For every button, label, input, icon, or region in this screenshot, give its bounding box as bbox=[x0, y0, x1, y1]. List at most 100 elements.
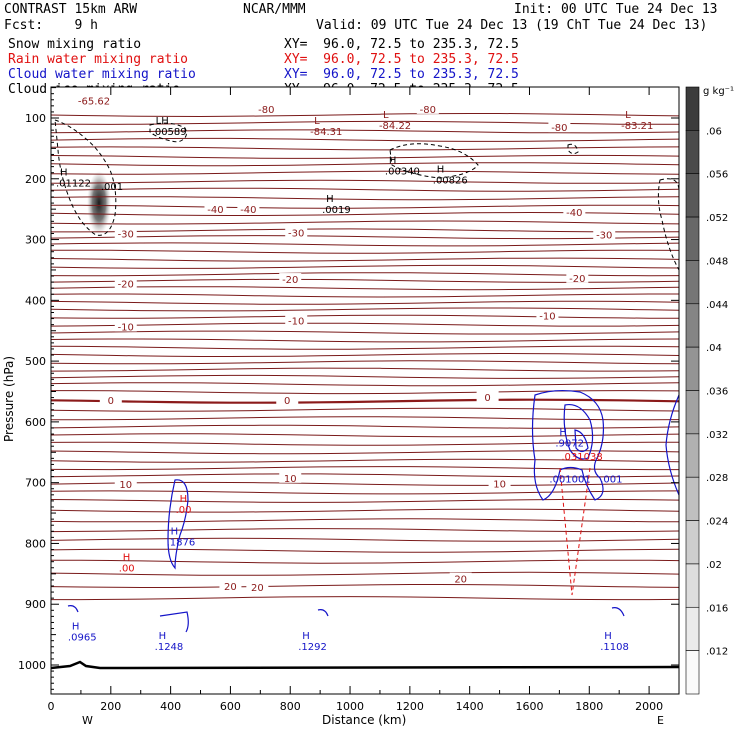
isotherm-label-bg bbox=[536, 309, 559, 321]
cloud-water-contour-east-edge bbox=[665, 394, 679, 496]
colorbar-unit: g kg⁻¹ bbox=[703, 86, 734, 97]
y-axis-label: Pressure (hPa) bbox=[2, 356, 16, 442]
y-tick-label: 800 bbox=[25, 537, 46, 550]
plot-frame bbox=[50, 86, 680, 695]
isotherm-line bbox=[51, 162, 679, 167]
isotherm-line bbox=[51, 322, 679, 327]
center-label: NCAR/MMM bbox=[243, 2, 306, 17]
colorbar-level-label: .032 bbox=[706, 430, 728, 441]
x-tick-label: 800 bbox=[280, 700, 301, 713]
isotherm-label-bg bbox=[476, 390, 499, 402]
isotherm-label: -20 bbox=[118, 279, 134, 290]
cloud-water-contour-950-a bbox=[67, 605, 79, 613]
cloud-water-contour-950-c bbox=[317, 609, 329, 617]
extremum-value: .1248 bbox=[155, 642, 184, 653]
snow-shading-maximum bbox=[87, 171, 111, 235]
field-xy-1: XY= 96.0, 72.5 to 235.3, 72.5 bbox=[284, 52, 519, 67]
isotherm-line bbox=[51, 204, 679, 209]
isotherm-label: -40 bbox=[207, 205, 223, 216]
isotherm-line bbox=[51, 345, 679, 350]
isotherm-line bbox=[51, 314, 679, 319]
isotherm-label-bg bbox=[488, 477, 511, 489]
field-xy-0: XY= 96.0, 72.5 to 235.3, 72.5 bbox=[284, 37, 519, 52]
isotherm-line bbox=[51, 441, 679, 446]
forecast-hour: Fcst: 9 h bbox=[4, 18, 98, 33]
isotherm-label-bg bbox=[246, 581, 269, 593]
extremum-value: .00826 bbox=[433, 176, 468, 187]
extremum-value: .0019 bbox=[322, 205, 351, 216]
isotherm-line bbox=[51, 490, 679, 495]
isotherm-label: 20 bbox=[251, 583, 264, 594]
colorbar-segment bbox=[685, 260, 700, 305]
isotherm-line bbox=[51, 450, 679, 455]
isotherm-label: -10 bbox=[539, 312, 555, 323]
isotherm-label-bg bbox=[285, 226, 308, 238]
cloud-water-contour-east-inner bbox=[563, 403, 594, 460]
x-tick-label: 1200 bbox=[396, 700, 424, 713]
cloud-water-contour-800 bbox=[167, 479, 189, 570]
extremum-value: -83.21 bbox=[621, 121, 653, 132]
y-tick-label: 1000 bbox=[18, 659, 46, 672]
x-axis-label: Distance (km) bbox=[322, 713, 406, 727]
isotherm-line bbox=[51, 179, 679, 184]
colorbar: .06 .056 .052 .048 .044 .04 .036 .032 .028 .024 .0… bbox=[685, 86, 728, 695]
colorbar-level-label: .04 bbox=[706, 343, 722, 354]
isotherm-line bbox=[51, 360, 679, 365]
extremum-marker: LH bbox=[156, 116, 169, 127]
east-label: E bbox=[657, 714, 664, 727]
isotherm-label-bg bbox=[276, 394, 299, 406]
isotherm-label: -30 bbox=[288, 228, 304, 239]
isotherm-label-bg bbox=[593, 228, 616, 240]
cloud-water-contours bbox=[67, 389, 679, 633]
west-label: W bbox=[82, 714, 93, 727]
isotherm-label: -20 bbox=[282, 275, 298, 286]
isotherm-line bbox=[51, 473, 679, 478]
colorbar-segment bbox=[685, 86, 700, 131]
colorbar-segment bbox=[685, 390, 700, 435]
extremum-value: .001 bbox=[101, 182, 123, 193]
isotherm-label-bg bbox=[237, 203, 260, 215]
isotherm-line bbox=[51, 154, 679, 159]
isotherm-line bbox=[51, 146, 679, 151]
isotherm-label: -80 bbox=[551, 123, 567, 134]
isotherm-line bbox=[51, 352, 679, 357]
x-tick-label: 1800 bbox=[575, 700, 603, 713]
isotherm-line bbox=[51, 571, 679, 576]
field-name-0: Snow mixing ratio bbox=[8, 37, 141, 52]
colorbar-level-label: .06 bbox=[706, 126, 722, 137]
isotherm-line bbox=[51, 528, 679, 533]
y-tick-label: 200 bbox=[25, 173, 46, 186]
colorbar-level-label: .052 bbox=[706, 213, 728, 224]
extremum-value: .01122 bbox=[56, 179, 91, 190]
isotherm-line bbox=[51, 537, 679, 542]
extremum-value: .001 bbox=[600, 475, 622, 486]
extremum-marker: H bbox=[171, 526, 179, 537]
extremum-marker: H bbox=[604, 631, 612, 642]
colorbar-level-label: .048 bbox=[706, 256, 728, 267]
isotherm-label: -30 bbox=[118, 229, 134, 240]
extremum-marker: H bbox=[389, 156, 397, 167]
extremum-value: .001001 bbox=[549, 475, 590, 486]
field-name-2: Cloud water mixing ratio bbox=[8, 67, 196, 82]
isotherm-label: 0 bbox=[108, 396, 114, 407]
extremum-marker: H bbox=[60, 168, 68, 179]
isotherm-line bbox=[51, 235, 679, 240]
isotherm-label: 0 bbox=[284, 396, 290, 407]
extremum-value: .9072 bbox=[555, 438, 584, 449]
isotherm-zero bbox=[51, 398, 679, 404]
isotherm-line bbox=[51, 466, 679, 471]
x-tick-label: 0 bbox=[48, 700, 55, 713]
colorbar-level-label: .044 bbox=[706, 300, 728, 311]
isotherm-line bbox=[51, 584, 679, 588]
extremum-value: .00 bbox=[119, 563, 135, 574]
extremum-value: .1876 bbox=[167, 537, 196, 548]
isotherm-label: 20 bbox=[454, 575, 467, 586]
isotherm-line bbox=[51, 129, 679, 134]
isotherm-label-bg bbox=[114, 277, 137, 289]
extremum-marker: H bbox=[72, 622, 80, 633]
isotherm-label: -40 bbox=[240, 205, 256, 216]
isotherm-label-bg bbox=[285, 314, 308, 326]
isotherm-line bbox=[51, 338, 679, 343]
isotherm-line bbox=[51, 293, 679, 298]
